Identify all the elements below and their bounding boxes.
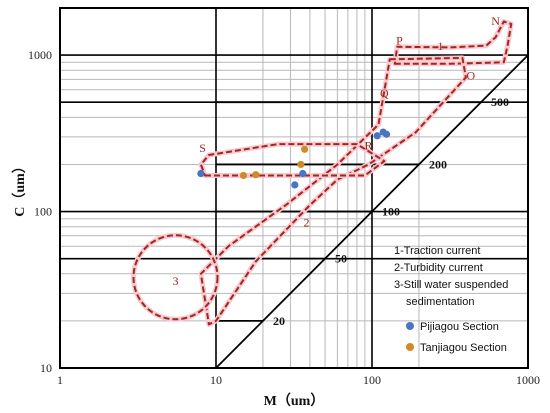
region-letter-R: R <box>365 138 373 152</box>
data-point <box>297 160 305 169</box>
x-tick-label: 1000 <box>516 373 540 387</box>
legend-series-label: Tanjiagou Section <box>420 342 507 354</box>
y-axis-label: C（um） <box>12 159 28 217</box>
region-letter-N: N <box>491 14 500 28</box>
data-point <box>373 132 381 140</box>
data-point <box>239 171 248 180</box>
reference-line-label: 100 <box>382 205 400 219</box>
legend-marker <box>406 343 414 351</box>
region-letter-P: P <box>396 33 403 47</box>
sedimentation-regions: N P O Q R S 1 2 3 <box>130 14 514 327</box>
y-tick-label: 1000 <box>28 48 52 62</box>
region-number-3: 3 <box>172 274 178 288</box>
reference-line-label: 50 <box>335 252 347 266</box>
data-point <box>197 169 205 178</box>
turbidity-current-region <box>199 56 467 326</box>
legend-text-item: 1-Traction current <box>394 245 480 257</box>
region-number-1: 1 <box>438 39 444 53</box>
x-tick-label: 10 <box>210 373 222 387</box>
suspension-band <box>199 143 386 177</box>
tick-labels: 1 10 100 1000 10 100 1000 <box>28 48 540 387</box>
still-water-region <box>132 234 219 321</box>
legend-text-item: 3-Still water suspended <box>394 279 508 291</box>
x-tick-label: 1 <box>57 373 63 387</box>
region-number-2: 2 <box>303 216 309 230</box>
y-tick-label: 100 <box>34 205 52 219</box>
region-letter-S: S <box>199 141 206 155</box>
y-tick-label: 10 <box>40 361 52 375</box>
legend-text-item: sedimentation <box>406 296 475 308</box>
region-letter-O: O <box>466 68 475 82</box>
data-points <box>197 128 391 189</box>
data-point <box>291 181 299 189</box>
legend-marker <box>406 322 414 330</box>
data-point <box>299 169 307 178</box>
diagonal-reference-lines: 20 50 100 200 500 <box>215 54 529 369</box>
traction-current-region <box>393 20 513 65</box>
x-tick-label: 100 <box>363 373 381 387</box>
reference-line-label: 500 <box>491 95 509 109</box>
region-letter-Q: Q <box>380 86 389 100</box>
data-point <box>382 130 391 138</box>
plot-frame <box>59 7 529 369</box>
legend-series-label: Pijiagou Section <box>420 321 499 333</box>
x-axis-label: M（um） <box>264 393 325 409</box>
legend-text-item: 2-Turbidity current <box>394 262 483 274</box>
reference-line-label: 200 <box>429 157 447 171</box>
reference-line-label: 20 <box>273 314 285 328</box>
data-point <box>301 145 309 153</box>
data-point <box>252 171 260 179</box>
legend: 1-Traction current 2-Turbidity current 3-S… <box>394 245 508 354</box>
